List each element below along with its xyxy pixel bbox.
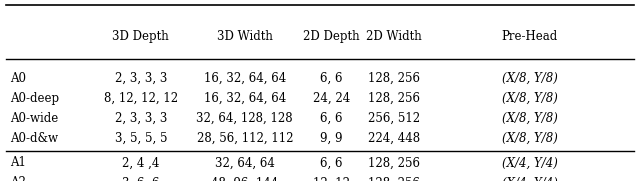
Text: (X/8, Y/8): (X/8, Y/8): [502, 92, 557, 105]
Text: 3, 5, 5, 5: 3, 5, 5, 5: [115, 132, 167, 145]
Text: 2, 3, 3, 3: 2, 3, 3, 3: [115, 112, 167, 125]
Text: 2, 3, 3, 3: 2, 3, 3, 3: [115, 72, 167, 85]
Text: 2D Width: 2D Width: [365, 30, 422, 43]
Text: A1: A1: [10, 156, 26, 169]
Text: 128, 256: 128, 256: [367, 72, 420, 85]
Text: (X/4, Y/4): (X/4, Y/4): [502, 176, 557, 181]
Text: 6, 6: 6, 6: [320, 112, 342, 125]
Text: 9, 9: 9, 9: [320, 132, 342, 145]
Text: A0: A0: [10, 72, 26, 85]
Text: 32, 64, 64: 32, 64, 64: [215, 156, 275, 169]
Text: (X/8, Y/8): (X/8, Y/8): [502, 132, 557, 145]
Text: (X/8, Y/8): (X/8, Y/8): [502, 72, 557, 85]
Text: 256, 512: 256, 512: [367, 112, 420, 125]
Text: 128, 256: 128, 256: [367, 176, 420, 181]
Text: 24, 24: 24, 24: [312, 92, 350, 105]
Text: 3D Depth: 3D Depth: [113, 30, 169, 43]
Text: 8, 12, 12, 12: 8, 12, 12, 12: [104, 92, 178, 105]
Text: 3, 6, 6: 3, 6, 6: [122, 176, 159, 181]
Text: A0-wide: A0-wide: [10, 112, 58, 125]
Text: (X/8, Y/8): (X/8, Y/8): [502, 112, 557, 125]
Text: 2, 4 ,4: 2, 4 ,4: [122, 156, 159, 169]
Text: Pre-Head: Pre-Head: [502, 30, 557, 43]
Text: 6, 6: 6, 6: [320, 72, 342, 85]
Text: A2: A2: [10, 176, 26, 181]
Text: A0-deep: A0-deep: [10, 92, 59, 105]
Text: A0-d&w: A0-d&w: [10, 132, 58, 145]
Text: 6, 6: 6, 6: [320, 156, 342, 169]
Text: 28, 56, 112, 112: 28, 56, 112, 112: [196, 132, 293, 145]
Text: 16, 32, 64, 64: 16, 32, 64, 64: [204, 92, 286, 105]
Text: 128, 256: 128, 256: [367, 156, 420, 169]
Text: 16, 32, 64, 64: 16, 32, 64, 64: [204, 72, 286, 85]
Text: 224, 448: 224, 448: [367, 132, 420, 145]
Text: 48, 96, 144: 48, 96, 144: [211, 176, 278, 181]
Text: 3D Width: 3D Width: [217, 30, 273, 43]
Text: 32, 64, 128, 128: 32, 64, 128, 128: [196, 112, 293, 125]
Text: 128, 256: 128, 256: [367, 92, 420, 105]
Text: 2D Depth: 2D Depth: [303, 30, 360, 43]
Text: 12, 12: 12, 12: [313, 176, 349, 181]
Text: (X/4, Y/4): (X/4, Y/4): [502, 156, 557, 169]
